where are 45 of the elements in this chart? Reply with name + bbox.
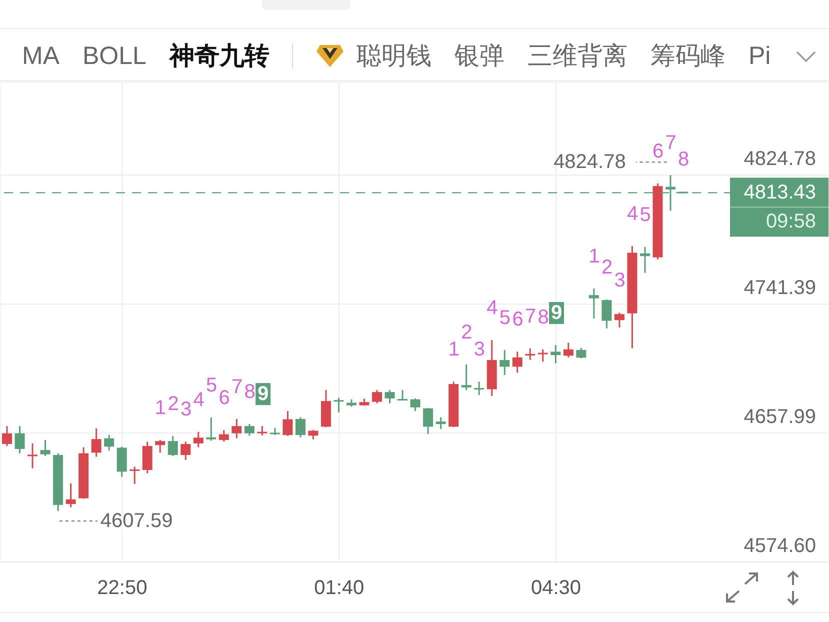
text: 7 bbox=[665, 132, 676, 154]
text: 4 bbox=[193, 388, 204, 411]
text: 6 bbox=[652, 140, 664, 162]
text: 2 bbox=[168, 392, 179, 415]
text: 5 bbox=[206, 374, 218, 396]
text: 三维背离 bbox=[527, 41, 628, 71]
text: BOLL bbox=[82, 41, 146, 71]
text: Pi bbox=[748, 41, 771, 71]
text: 09:58 bbox=[766, 210, 816, 233]
x-tick-label: 04:30 bbox=[530, 577, 582, 600]
text: 7 bbox=[524, 305, 536, 328]
text: 5 bbox=[640, 204, 651, 226]
y-tick-label: 4574.60 bbox=[744, 535, 816, 557]
y-tick-label: 4741.39 bbox=[744, 277, 816, 300]
text: 7 bbox=[231, 376, 243, 398]
text: MA bbox=[22, 41, 60, 71]
text: 1 bbox=[448, 338, 460, 361]
text: 1 bbox=[154, 396, 166, 419]
annotation: 4607.59 bbox=[100, 510, 173, 532]
text: 3 bbox=[474, 338, 486, 361]
ref-line-label: 4813.43 bbox=[744, 182, 816, 204]
text: 4 bbox=[486, 297, 498, 320]
x-tick-label: 22:50 bbox=[97, 577, 148, 600]
text: 筹码峰 bbox=[650, 41, 726, 71]
y-tick-label: 4657.99 bbox=[744, 406, 816, 428]
text: 1 bbox=[588, 245, 600, 268]
text: 8 bbox=[538, 306, 549, 328]
text: 2 bbox=[602, 256, 613, 278]
annotation: 4824.78 bbox=[554, 151, 626, 174]
text: 8 bbox=[678, 148, 690, 171]
text: 9 bbox=[258, 383, 269, 406]
text: 6 bbox=[512, 308, 524, 331]
text: 4 bbox=[627, 203, 638, 226]
text: 8 bbox=[244, 381, 256, 404]
x-tick-label: 01:40 bbox=[314, 577, 364, 600]
text: 5 bbox=[499, 306, 511, 329]
text: 3 bbox=[614, 270, 626, 292]
text: 银弹 bbox=[454, 41, 504, 71]
text: 聪明钱 bbox=[356, 41, 432, 71]
text: 3 bbox=[180, 398, 192, 421]
text: 6 bbox=[218, 387, 230, 410]
y-tick-label: 4824.78 bbox=[744, 148, 816, 170]
text: 9 bbox=[550, 302, 562, 324]
text: 神奇九转 bbox=[169, 41, 270, 71]
text: 2 bbox=[461, 321, 472, 344]
